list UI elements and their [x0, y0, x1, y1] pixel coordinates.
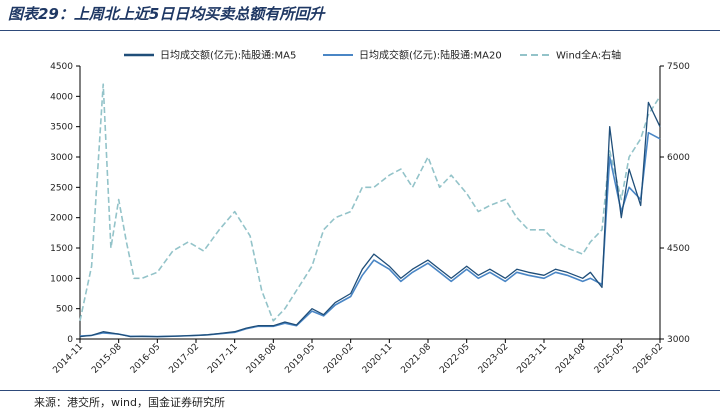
- legend-label-wind: Wind全A:右轴: [556, 49, 621, 62]
- y-right-tick-label: 4500: [667, 244, 690, 254]
- y-left-tick-label: 3000: [50, 153, 73, 163]
- x-tick-label: 2014-11: [51, 342, 85, 376]
- series-line-ma20: [79, 131, 661, 338]
- x-tick-label: 2020-11: [361, 342, 395, 376]
- x-tick-label: 2023-02: [477, 342, 511, 376]
- y-left-tick-label: 1000: [50, 274, 73, 284]
- x-tick-label: 2022-05: [438, 342, 472, 376]
- y-left-tick-label: 500: [56, 305, 73, 315]
- title-rule: [0, 30, 720, 31]
- chart-axes: 0 500 1000 1500 2000 2500 3000 3500 4000 4500 3000…: [50, 62, 690, 376]
- x-tick-label: 2015-08: [90, 342, 124, 376]
- x-tick-label: 2016-05: [129, 342, 163, 376]
- x-tick-label: 2024-08: [554, 342, 588, 376]
- y-left-tick-label: 4000: [50, 92, 73, 102]
- y-left-tick-label: 1500: [50, 244, 73, 254]
- x-tick-label: 2026-02: [631, 342, 665, 376]
- y-left-tick-label: 2500: [50, 183, 73, 193]
- y-right-tick-label: 6000: [667, 153, 690, 163]
- x-tick-label: 2021-08: [399, 342, 433, 376]
- legend-label-ma5: 日均成交额(亿元):陆股通:MA5: [160, 49, 296, 62]
- series-layer: [79, 83, 661, 338]
- x-tick-label: 2018-08: [245, 342, 279, 376]
- x-tick-label: 2017-11: [206, 342, 240, 376]
- y-right-tick-label: 3000: [667, 335, 690, 345]
- series-line-ma5: [79, 101, 661, 338]
- series-line-wind-all-a: [79, 83, 661, 322]
- source-note: 来源：港交所，wind，国金证券研究所: [34, 396, 226, 409]
- x-tick-label: 2023-11: [515, 342, 549, 376]
- x-tick-label: 2020-02: [322, 342, 356, 376]
- source-rule: [0, 390, 720, 391]
- chart-legend: 日均成交额(亿元):陆股通:MA5 日均成交额(亿元):陆股通:MA20 Wind全…: [124, 49, 621, 62]
- y-left-tick-label: 3500: [50, 123, 73, 133]
- x-tick-label: 2025-05: [593, 342, 627, 376]
- y-left-tick-label: 2000: [50, 214, 73, 224]
- y-left-tick-label: 4500: [50, 62, 73, 72]
- x-tick-label: 2019-05: [283, 342, 317, 376]
- y-left-tick-label: 0: [67, 335, 73, 345]
- y-right-tick-label: 7500: [667, 62, 690, 72]
- chart-title: 图表29：上周北上近5日日均买卖总额有所回升: [8, 5, 325, 23]
- x-tick-label: 2017-02: [167, 342, 201, 376]
- legend-label-ma20: 日均成交额(亿元):陆股通:MA20: [359, 49, 502, 62]
